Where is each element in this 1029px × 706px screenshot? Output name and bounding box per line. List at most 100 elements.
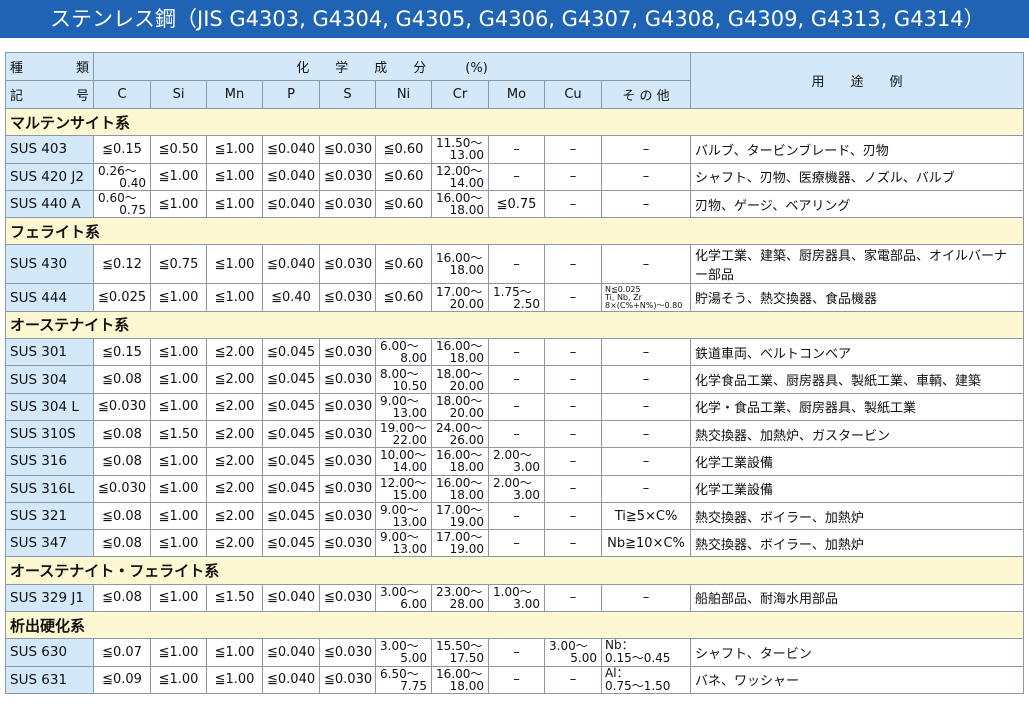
composition-cell: ≦0.08 [93,501,151,531]
usage-cell: シャフト、刃物、医療機器、ノズル、バルブ [690,162,1025,191]
element-header: Si [150,80,207,109]
composition-cell: Nb≧10×C% [600,529,692,558]
range-max: 26.00 [449,433,484,448]
table-row: SUS 310S ≦0.08 ≦1.50 ≦2.00 ≦0.045 ≦0.030 19.00… [5,419,1025,449]
group-row: 析出硬化系 [4,611,1025,640]
range-max: 19.00 [449,515,484,529]
usage-cell: 化学工業、建築、厨房器具、家電部品、オイルバーナー部品 [690,244,1025,285]
composition-cell: ≦0.040 [262,189,320,219]
range-min: 1.00～ [493,584,532,599]
composition-cell: – [488,162,545,191]
table-row: SUS 630 ≦0.07 ≦1.00 ≦1.00 ≦0.040 ≦0.030 3.00～ 5… [5,638,1025,667]
grade-code: SUS 430 [5,244,94,285]
composition-cell: ≦0.15 [93,135,151,164]
composition-cell: 0.60～ 0.75 [93,189,151,219]
other-note: N≦0.025 [605,284,641,294]
range-value: 15.50～ 17.50 [436,640,484,664]
range-value: 10.00～ 14.00 [380,449,427,473]
composition-cell: 0.26～ 0.40 [93,162,151,191]
range-value: 17.00～ 19.00 [436,504,484,528]
other-note: Nb： [605,638,634,653]
composition-cell: ≦0.030 [319,665,376,694]
kind-header-b: 類 [75,61,89,76]
composition-cell: ≦2.00 [206,419,263,449]
range-value: 3.00～ 5.00 [380,640,427,664]
composition-cell: ≦0.75 [488,189,545,219]
composition-cell: ≦1.00 [150,447,207,476]
composition-cell: 1.75～ 2.50 [488,283,545,312]
range-min: 23.00～ [436,584,483,599]
composition-cell: 2.00～ 3.00 [488,447,545,476]
composition-cell: ≦2.00 [206,338,263,367]
range-value: 12.00～ 15.00 [380,477,427,501]
composition-cell: ≦0.08 [93,447,151,476]
composition-cell: ≦0.60 [375,189,432,219]
usage-cell: シャフト、タービン [690,638,1025,667]
range-value: 16.00～ 18.00 [436,477,484,501]
grade-code: SUS 630 [5,638,94,667]
composition-cell: ≦0.030 [93,474,151,503]
range-value: 0.60～ 0.75 [98,192,146,216]
element-header: Cr [431,80,489,109]
other-note: Al： [605,665,629,680]
composition-cell: ≦1.00 [206,162,263,191]
composition-cell: ≦0.030 [319,162,376,191]
usage-cell: バルブ、タービンブレード、刃物 [690,135,1025,164]
grade-code: SUS 310S [5,419,94,449]
range-min: 17.00～ [436,530,483,545]
composition-cell: ≦2.00 [206,501,263,531]
element-header: そ の 他 [600,80,692,109]
range-value: 3.00～ 5.00 [549,640,597,664]
range-value: 23.00～ 28.00 [436,586,484,610]
usage-cell: 化学工業設備 [690,447,1025,476]
composition-cell: N≦0.025 Ti, Nb, Zr 8×(C%+N%)～0.80 [600,283,692,312]
range-max: 7.75 [400,678,427,693]
composition-cell: ≦0.040 [262,244,320,285]
usage-cell: 船舶部品、耐海水用部品 [690,583,1025,613]
range-value: 6.00～ 8.00 [380,340,427,364]
range-min: 12.00～ [380,475,427,490]
range-value: 9.00～ 13.00 [380,395,427,419]
composition-cell: – [600,474,692,503]
composition-cell: – [600,419,692,449]
range-value: 8.00～ 10.50 [380,368,427,392]
composition-cell: ≦0.045 [262,474,320,503]
composition-cell: 15.50～ 17.50 [431,638,489,667]
usage-cell: 熱交換器、ボイラー、加熱炉 [690,501,1025,531]
composition-cell: ≦1.00 [150,474,207,503]
composition-cell: ≦1.00 [150,665,207,694]
group-name: フェライト系 [4,217,1025,246]
composition-cell: – [544,135,602,164]
usage-cell: 化学・食品工業、厨房器具、製紙工業 [690,392,1025,421]
range-value: 3.00～ 6.00 [380,586,427,610]
composition-cell: ≦0.030 [319,638,376,667]
composition-cell: ≦0.030 [319,283,376,312]
range-min: 2.00～ [493,475,532,490]
group-row: フェライト系 [4,217,1025,246]
composition-cell: ≦0.60 [375,244,432,285]
composition-cell: ≦1.50 [150,419,207,449]
composition-cell: ≦2.00 [206,447,263,476]
range-value: 1.75～ 2.50 [493,286,540,310]
composition-cell: – [544,244,602,285]
usage-cell: 熱交換器、ボイラー、加熱炉 [690,529,1025,558]
range-max: 18.00 [449,487,484,502]
composition-cell: 10.00～ 14.00 [375,447,432,476]
range-min: 16.00～ [436,191,483,206]
range-value: 16.00～ 18.00 [436,252,484,276]
range-max: 3.00 [513,460,540,475]
range-max: 13.00 [449,148,484,163]
grade-code: SUS 444 [5,283,94,312]
range-value: 16.00～ 18.00 [436,449,484,473]
composition-cell: ≦0.045 [262,529,320,558]
composition-cell: 9.00～ 13.00 [375,392,432,421]
element-header: Ni [375,80,432,109]
range-min: 18.00～ [436,393,483,408]
range-max: 28.00 [449,596,484,611]
composition-cell: 6.00～ 8.00 [375,338,432,367]
element-header: P [262,80,320,109]
range-min: 17.00～ [436,503,483,517]
usage-cell: 刃物、ゲージ、ベアリング [690,189,1025,219]
composition-cell: ≦0.08 [93,419,151,449]
composition-cell: – [488,501,545,531]
